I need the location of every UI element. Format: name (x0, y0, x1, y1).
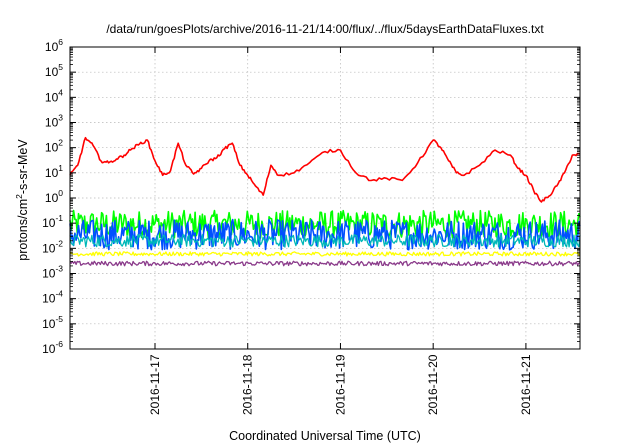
x-tick-label: 2016-11-20 (426, 354, 440, 415)
x-tick-label: 2016-11-17 (148, 354, 162, 415)
y-tick-label: 10-2 (42, 238, 63, 255)
y-tick-label: 10-1 (42, 213, 63, 230)
series-line-6 (69, 260, 581, 267)
series-line-4 (69, 233, 581, 248)
y-axis-label: protons/cm2-s-sr-MeV (14, 139, 30, 261)
x-tick-labels: 2016-11-17 2016-11-18 2016-11-19 2016-11-20… (148, 354, 533, 415)
y-tick-label: 101 (45, 163, 63, 180)
y-tick-label: 10-3 (42, 264, 63, 281)
series-line-3 (69, 218, 581, 251)
x-tick-label: 2016-11-21 (519, 354, 533, 415)
series-line-1 (69, 136, 581, 203)
y-tick-label: 105 (45, 62, 63, 79)
y-tick-label: 10-5 (42, 314, 63, 331)
y-tick-label: 104 (45, 87, 63, 104)
y-tick-label: 100 (45, 188, 63, 205)
y-label-sup: 2 (14, 194, 24, 199)
series-layer (69, 136, 581, 267)
x-tick-label: 2016-11-18 (241, 354, 255, 415)
series-line-2 (69, 209, 581, 239)
series-line-5 (69, 251, 581, 257)
y-tick-label: 10-6 (42, 339, 63, 356)
y-label-rest: -s-sr-MeV (16, 139, 30, 195)
x-tick-label: 2016-11-19 (333, 354, 347, 415)
y-tick-label: 103 (45, 113, 63, 130)
tick-marks (70, 46, 580, 350)
y-tick-labels: 106 105 104 103 102 101 100 10-1 10-2 10-3 10-4 10-… (42, 37, 63, 356)
y-label-base: protons/cm (16, 199, 30, 261)
grid (70, 47, 580, 349)
y-tick-label: 10-4 (42, 289, 63, 306)
chart-title: /data/run/goesPlots/archive/2016-11-21/1… (106, 22, 544, 36)
y-tick-label: 102 (45, 138, 63, 155)
x-axis-label: Coordinated Universal Time (UTC) (229, 429, 421, 443)
y-tick-label: 106 (45, 37, 63, 54)
